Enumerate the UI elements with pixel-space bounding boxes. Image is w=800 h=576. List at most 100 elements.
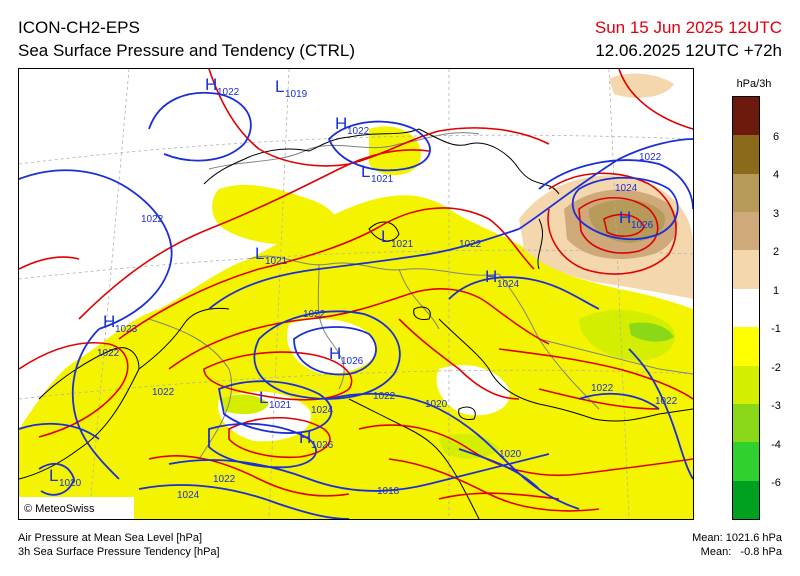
isobar-label: 1022 xyxy=(655,396,678,407)
centre-letter: H xyxy=(335,114,347,133)
weather-map: H 1022 L 1019 H 1022 L 1021 L 1021 L 102… xyxy=(18,68,694,520)
fall-core xyxy=(629,322,674,342)
coastlines xyxy=(19,128,693,519)
graticule xyxy=(19,69,693,519)
centre-value: 1023 xyxy=(115,324,138,335)
legend-swatch xyxy=(733,442,759,482)
legend-tick: 1 xyxy=(772,285,780,297)
pressure-rise-areas xyxy=(519,73,693,299)
centre-letter: L xyxy=(381,227,390,246)
legend-swatch xyxy=(733,97,759,136)
centre-letter: H xyxy=(619,208,631,227)
isobar-label: 1020 xyxy=(425,399,448,410)
centre-value: 1026 xyxy=(631,220,654,231)
centre-letter: L xyxy=(259,388,268,407)
legend-tick: -1 xyxy=(771,323,781,335)
legend-tick: -6 xyxy=(771,477,781,489)
isobar-label: 1022 xyxy=(213,474,236,485)
centre-low: L 1020 xyxy=(49,466,82,489)
centre-low: L 1021 xyxy=(259,388,292,411)
isobar-label: 1022 xyxy=(591,383,614,394)
centre-value: 1021 xyxy=(269,400,292,411)
centre-letter: L xyxy=(275,77,284,96)
legend-colorbar xyxy=(732,96,760,520)
legend-tick: 4 xyxy=(772,169,780,181)
pressure-centres: H 1022 L 1019 H 1022 L 1021 L 1021 L 102… xyxy=(49,75,654,489)
isobar-label: 1022 xyxy=(141,214,164,225)
footer-legend-text: Air Pressure at Mean Sea Level [hPa] 3h … xyxy=(18,531,220,559)
legend-swatch xyxy=(733,327,759,367)
mean-tendency: Mean: -0.8 hPa xyxy=(700,546,782,558)
isobar-label: 1022 xyxy=(303,309,326,320)
centre-high: H 1022 xyxy=(335,114,370,137)
legend-swatch xyxy=(733,403,759,443)
copyright-bg xyxy=(19,497,134,519)
centre-high: H 1026 xyxy=(299,428,334,451)
centre-letter: L xyxy=(49,466,58,485)
centre-high: H 1026 xyxy=(619,208,654,231)
isobar-label: 1024 xyxy=(311,405,334,416)
isobar-label: 1024 xyxy=(177,490,200,501)
centre-value: 1020 xyxy=(59,478,82,489)
isobar-label: 1020 xyxy=(499,449,522,460)
centre-letter: L xyxy=(361,162,370,181)
legend-tick: 3 xyxy=(772,208,780,220)
centre-letter: H xyxy=(103,312,115,331)
centre-value: 1021 xyxy=(371,174,394,185)
legend-swatch xyxy=(733,288,759,328)
product-title: Sea Surface Pressure and Tendency (CTRL) xyxy=(18,41,356,60)
footer-means: Mean: 1021.6 hPa Mean: -0.8 hPa xyxy=(692,531,782,559)
centre-value: 1021 xyxy=(391,239,414,250)
centre-letter: H xyxy=(205,75,217,94)
centre-high: H 1024 xyxy=(485,267,520,290)
copyright: © MeteoSwiss xyxy=(24,503,95,515)
centre-high: H 1026 xyxy=(329,344,364,367)
isobar-label: 1022 xyxy=(152,387,175,398)
legend-tick: -4 xyxy=(771,439,781,451)
footer-line-tendency: 3h Sea Surface Pressure Tendency [hPa] xyxy=(18,546,220,558)
map-canvas: H 1022 L 1019 H 1022 L 1021 L 1021 L 102… xyxy=(19,69,693,519)
centre-value: 1019 xyxy=(285,89,308,100)
isobar-label: 1022 xyxy=(373,391,396,402)
header-left: ICON-CH2-EPS Sea Surface Pressure and Te… xyxy=(18,16,355,62)
centre-high: H 1023 xyxy=(103,312,138,335)
centre-letter: H xyxy=(329,344,341,363)
legend-swatch xyxy=(733,250,759,290)
centre-low: L 1021 xyxy=(381,227,414,250)
centre-value: 1026 xyxy=(311,440,334,451)
centre-value: 1022 xyxy=(217,87,240,98)
isobar-label: 1022 xyxy=(459,239,482,250)
legend-swatch xyxy=(733,365,759,405)
legend-swatch xyxy=(733,135,759,175)
centre-letter: H xyxy=(485,267,497,286)
centre-letter: L xyxy=(255,244,264,263)
legend-unit: hPa/3h xyxy=(736,78,772,90)
isobar-label: 1018 xyxy=(377,486,400,497)
model-name: ICON-CH2-EPS xyxy=(18,18,140,37)
header-right: Sun 15 Jun 2025 12UTC 12.06.2025 12UTC +… xyxy=(595,16,782,62)
isobar-labels: 1022 1022 1024 1022 1022 1022 1022 1024 … xyxy=(97,152,678,501)
centre-value: 1026 xyxy=(341,356,364,367)
isobar-label: 1022 xyxy=(639,152,662,163)
legend-swatch xyxy=(733,480,759,520)
centre-low: L 1021 xyxy=(361,162,394,185)
footer-line-pressure: Air Pressure at Mean Sea Level [hPa] xyxy=(18,532,203,544)
centre-high: H 1022 xyxy=(205,75,240,98)
legend-swatch xyxy=(733,212,759,251)
country-borders xyxy=(148,132,693,460)
run-info: 12.06.2025 12UTC +72h xyxy=(595,41,782,60)
centre-low: L 1019 xyxy=(275,77,308,100)
valid-time: Sun 15 Jun 2025 12UTC xyxy=(594,18,782,37)
centre-value: 1021 xyxy=(265,256,288,267)
legend-tick: -3 xyxy=(771,400,781,412)
centre-low: L 1021 xyxy=(255,244,288,267)
legend-swatch xyxy=(733,173,759,213)
mean-pressure: Mean: 1021.6 hPa xyxy=(692,532,782,544)
centre-value: 1022 xyxy=(347,126,370,137)
legend-tick: 2 xyxy=(772,246,780,258)
legend-tick: 6 xyxy=(772,131,780,143)
isobar-label: 1022 xyxy=(97,348,120,359)
isobar-label: 1024 xyxy=(615,183,638,194)
centre-value: 1024 xyxy=(497,279,520,290)
legend-tick: -2 xyxy=(771,362,781,374)
